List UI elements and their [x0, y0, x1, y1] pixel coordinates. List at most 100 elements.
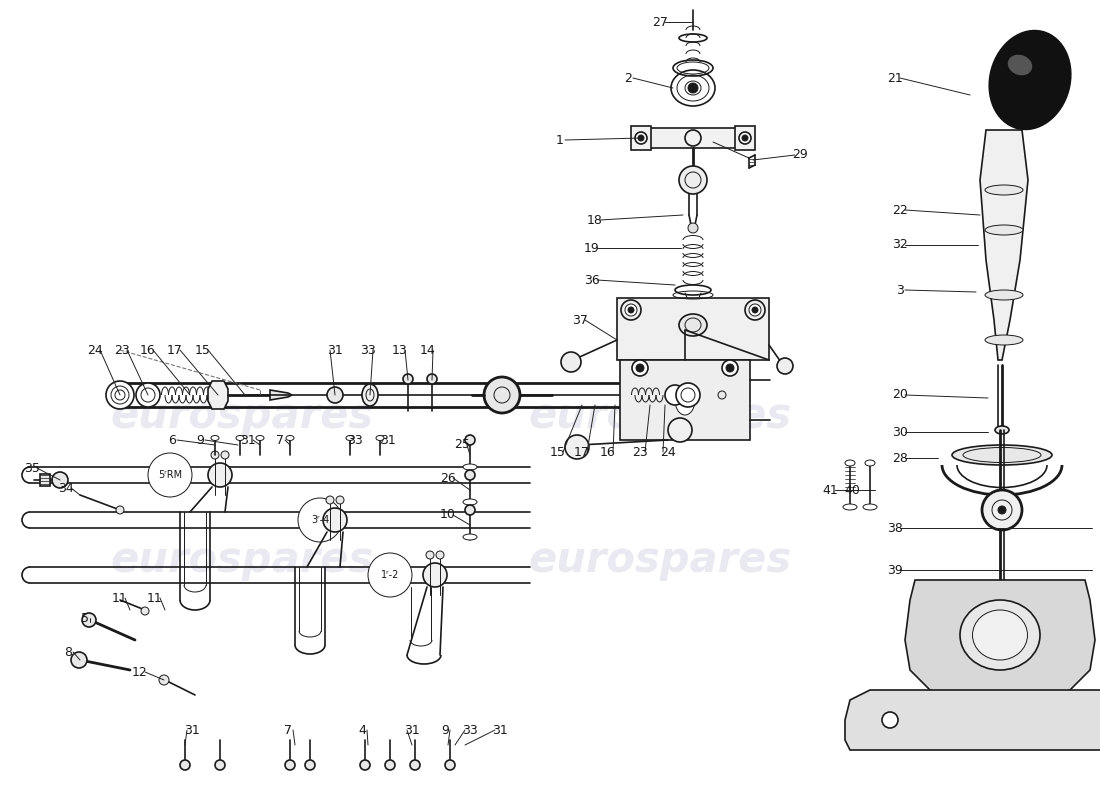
Circle shape — [141, 607, 149, 615]
Ellipse shape — [286, 435, 294, 441]
Text: 31: 31 — [240, 434, 256, 446]
Circle shape — [72, 652, 87, 668]
Text: 15: 15 — [195, 343, 211, 357]
Circle shape — [327, 387, 343, 403]
Circle shape — [208, 463, 232, 487]
Text: 33: 33 — [360, 343, 376, 357]
Ellipse shape — [972, 610, 1027, 660]
Text: 5ʳRM: 5ʳRM — [158, 470, 183, 480]
Circle shape — [424, 563, 447, 587]
Circle shape — [679, 166, 707, 194]
Text: 35: 35 — [24, 462, 40, 474]
Text: 19: 19 — [584, 242, 600, 254]
Circle shape — [742, 135, 748, 141]
Text: 6: 6 — [168, 434, 176, 446]
Circle shape — [285, 760, 295, 770]
Circle shape — [882, 712, 898, 728]
Text: 31: 31 — [381, 434, 396, 446]
Circle shape — [666, 385, 685, 405]
Circle shape — [336, 496, 344, 504]
Text: eurospares: eurospares — [110, 395, 374, 437]
Text: 25: 25 — [454, 438, 470, 451]
Ellipse shape — [952, 445, 1052, 465]
Text: 7: 7 — [284, 723, 292, 737]
Text: 5: 5 — [81, 611, 89, 625]
Ellipse shape — [236, 435, 244, 441]
Text: 7: 7 — [276, 434, 284, 446]
Text: 4: 4 — [359, 723, 366, 737]
Text: 39: 39 — [887, 563, 903, 577]
Ellipse shape — [463, 534, 477, 540]
Polygon shape — [620, 360, 750, 440]
Circle shape — [625, 304, 637, 316]
Circle shape — [676, 383, 700, 407]
Text: 1: 1 — [557, 134, 564, 146]
Circle shape — [323, 508, 346, 532]
Text: 27: 27 — [652, 15, 668, 29]
Circle shape — [998, 506, 1006, 514]
Text: 9: 9 — [441, 723, 449, 737]
Circle shape — [465, 470, 475, 480]
Text: 11: 11 — [147, 591, 163, 605]
Polygon shape — [208, 381, 228, 409]
Ellipse shape — [376, 435, 384, 441]
Ellipse shape — [960, 600, 1040, 670]
Text: 14: 14 — [420, 343, 436, 357]
Polygon shape — [905, 580, 1094, 706]
Text: 24: 24 — [87, 343, 103, 357]
Circle shape — [668, 418, 692, 442]
Circle shape — [160, 675, 169, 685]
Polygon shape — [270, 390, 292, 400]
Text: 31: 31 — [327, 343, 343, 357]
Circle shape — [628, 307, 634, 313]
Text: 18: 18 — [587, 214, 603, 226]
Text: 34: 34 — [58, 482, 74, 494]
Circle shape — [136, 383, 160, 407]
Circle shape — [752, 307, 758, 313]
Ellipse shape — [865, 460, 874, 466]
Text: 40: 40 — [844, 483, 860, 497]
Text: 2: 2 — [624, 71, 631, 85]
Ellipse shape — [984, 225, 1023, 235]
Circle shape — [621, 300, 641, 320]
Circle shape — [326, 496, 334, 504]
Text: 22: 22 — [892, 203, 907, 217]
Text: 37: 37 — [572, 314, 587, 326]
Polygon shape — [845, 690, 1100, 750]
Text: 16: 16 — [601, 446, 616, 458]
Text: 26: 26 — [440, 471, 455, 485]
Circle shape — [685, 130, 701, 146]
Text: 9: 9 — [196, 434, 204, 446]
Circle shape — [52, 472, 68, 488]
Circle shape — [106, 381, 134, 409]
Circle shape — [632, 360, 648, 376]
Circle shape — [726, 364, 734, 372]
Circle shape — [180, 760, 190, 770]
Ellipse shape — [256, 435, 264, 441]
Circle shape — [221, 451, 229, 459]
Text: 1ʳ-2: 1ʳ-2 — [381, 570, 399, 580]
Polygon shape — [641, 128, 745, 148]
Circle shape — [368, 553, 412, 597]
Circle shape — [749, 304, 761, 316]
Circle shape — [688, 83, 698, 93]
Text: 32: 32 — [892, 238, 907, 251]
Ellipse shape — [984, 185, 1023, 195]
Ellipse shape — [675, 385, 695, 415]
Circle shape — [427, 374, 437, 384]
Ellipse shape — [984, 290, 1023, 300]
Circle shape — [214, 760, 225, 770]
Text: 28: 28 — [892, 451, 907, 465]
Text: 20: 20 — [892, 389, 907, 402]
Circle shape — [436, 551, 444, 559]
Text: eurospares: eurospares — [528, 539, 792, 581]
Circle shape — [635, 132, 647, 144]
Text: 8: 8 — [64, 646, 72, 658]
Circle shape — [745, 300, 764, 320]
Text: 23: 23 — [632, 446, 648, 458]
Circle shape — [982, 490, 1022, 530]
Text: 33: 33 — [462, 723, 477, 737]
Circle shape — [385, 760, 395, 770]
Text: 31: 31 — [404, 723, 420, 737]
Circle shape — [465, 505, 475, 515]
